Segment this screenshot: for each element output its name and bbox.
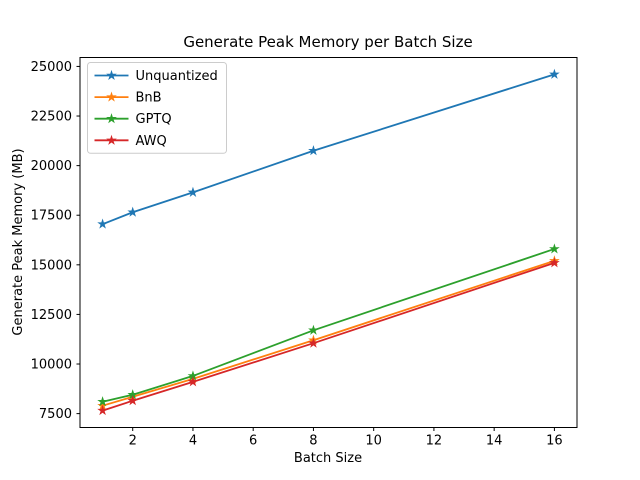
data-point-gptq [549, 243, 560, 254]
data-point-awq [308, 337, 319, 348]
series-line-awq [101, 261, 556, 412]
data-point-gptq [308, 324, 319, 335]
y-tick-label: 22500 [31, 110, 72, 125]
x-tick-label: 16 [546, 434, 563, 449]
data-point-gptq [97, 396, 108, 407]
x-axis-label: Batch Size [294, 451, 362, 466]
data-point-awq [97, 405, 108, 416]
data-point-unquantized [97, 218, 108, 229]
legend-marker-star-icon [106, 91, 117, 102]
legend-label-awq: AWQ [136, 134, 167, 149]
data-point-unquantized [549, 68, 560, 79]
y-axis-label: Generate Peak Memory (MB) [11, 148, 26, 335]
data-point-awq [127, 395, 139, 406]
data-point-gptq [127, 389, 139, 400]
y-tick-label: 10000 [31, 358, 72, 373]
x-tick-label: 12 [426, 434, 443, 449]
x-tick-label: 14 [486, 434, 503, 449]
x-tick-label: 2 [129, 434, 137, 449]
x-tick-label: 6 [249, 434, 257, 449]
plot-area: 2 4 6 8 10 12 14 16 7500 10000 12500 15000 17500 2000… [31, 57, 578, 449]
y-tick-label: 12500 [31, 308, 72, 323]
x-tick-label: 4 [189, 434, 197, 449]
chart-title: Generate Peak Memory per Batch Size [183, 33, 472, 51]
data-point-awq [549, 257, 560, 268]
legend-marker-star-icon [106, 113, 117, 124]
legend-box [87, 62, 227, 154]
legend-label-unquantized: Unquantized [136, 69, 218, 84]
y-tick-label: 7500 [39, 407, 72, 422]
y-tick-label: 25000 [31, 60, 72, 75]
legend-marker-star-icon [106, 69, 117, 81]
series-line-gptq [101, 248, 556, 403]
x-tick-label: 10 [365, 434, 382, 449]
data-point-unquantized [308, 145, 319, 156]
legend-label-bnb: BnB [136, 91, 162, 106]
y-tick-label: 17500 [31, 209, 72, 224]
y-tick-label: 20000 [31, 159, 72, 174]
legend: Unquantized BnB GPTQ AWQ [87, 62, 227, 154]
data-point-unquantized [127, 206, 139, 217]
y-tick-label: 15000 [31, 258, 72, 273]
plot-border [79, 57, 578, 428]
data-point-awq [187, 376, 199, 387]
series-line-bnb [101, 259, 556, 407]
legend-label-gptq: GPTQ [136, 112, 172, 127]
x-tick-label: 8 [309, 434, 317, 449]
legend-marker-star-icon [106, 134, 117, 145]
data-point-unquantized [187, 186, 199, 197]
data-point-gptq [187, 370, 199, 381]
